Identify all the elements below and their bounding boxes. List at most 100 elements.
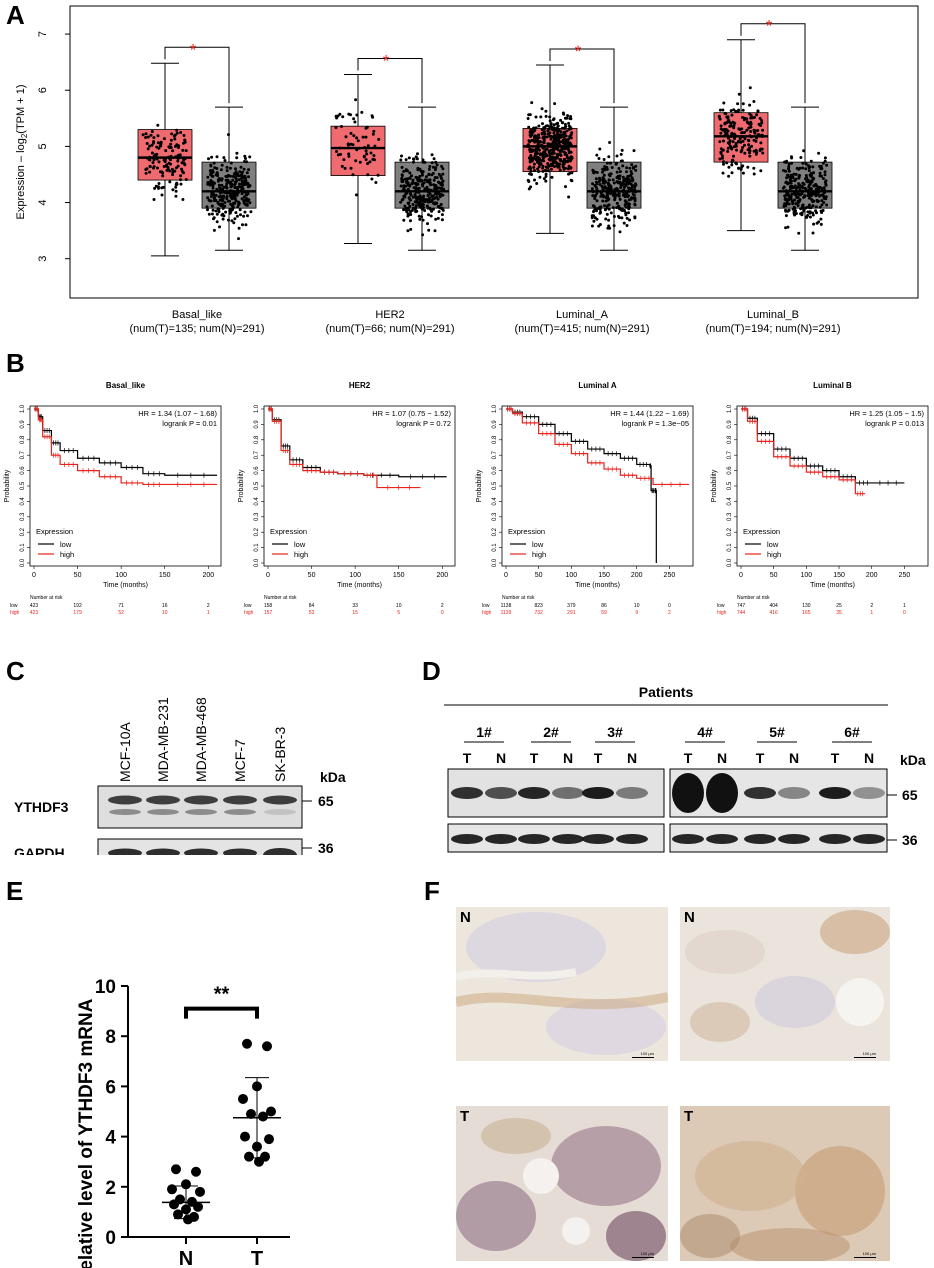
data-point	[340, 125, 343, 128]
y-tick-label: 0.5	[20, 481, 26, 490]
x-tick-label: 0	[266, 572, 270, 579]
data-point	[211, 174, 215, 178]
data-point	[627, 211, 630, 215]
data-point	[537, 165, 541, 169]
data-point	[593, 197, 597, 200]
data-point	[823, 159, 827, 163]
data-point	[740, 131, 744, 135]
data-point	[562, 112, 566, 116]
data-point	[552, 139, 556, 143]
protein-band	[518, 787, 550, 799]
data-point	[183, 139, 187, 142]
data-point	[225, 165, 229, 169]
data-point	[533, 178, 536, 182]
data-point	[590, 224, 594, 228]
data-point	[790, 192, 794, 196]
data-point	[414, 175, 418, 179]
km-frame	[263, 405, 456, 567]
scale-bar-label: 100 μm	[640, 1251, 654, 1256]
data-point	[627, 198, 631, 202]
data-point	[440, 183, 444, 187]
data-point	[218, 225, 221, 229]
data-point	[170, 132, 174, 136]
km-curve-high	[741, 408, 866, 495]
data-point	[557, 136, 561, 140]
data-point	[743, 151, 747, 155]
data-point	[338, 112, 342, 116]
data-point	[425, 204, 429, 208]
tn-label: T	[684, 750, 693, 766]
km-plot: HER2 0.0 0.1 0.2 0.3 0.4 0.5 0.6 0.7 0.8 0.9 1.0 Pro…	[238, 381, 456, 616]
data-point	[598, 183, 602, 186]
risk-count-low: 2	[870, 603, 873, 609]
data-point	[565, 156, 569, 159]
data-point	[221, 198, 225, 202]
data-point	[748, 146, 751, 150]
data-point	[373, 144, 377, 148]
km-curve-high	[34, 408, 217, 486]
data-point	[421, 196, 425, 200]
tn-label: N	[563, 750, 573, 766]
data-point	[824, 182, 828, 186]
data-point	[167, 161, 171, 165]
data-point	[371, 132, 375, 136]
data-point	[369, 151, 373, 155]
data-point	[591, 182, 595, 186]
data-point	[817, 151, 821, 155]
y-tick-label: 8	[105, 1027, 116, 1048]
data-point	[148, 144, 152, 148]
data-point	[150, 130, 154, 133]
data-point	[212, 196, 216, 200]
data-point	[179, 178, 182, 182]
data-point	[430, 209, 434, 213]
data-point	[234, 211, 238, 215]
data-point	[591, 168, 595, 172]
data-point	[786, 225, 790, 229]
risk-row-label: high	[10, 610, 20, 616]
data-point	[761, 128, 765, 132]
data-point	[784, 169, 788, 173]
risk-count-low: 2	[441, 603, 444, 609]
data-point	[427, 228, 431, 232]
tumor-points	[717, 86, 765, 178]
data-point	[800, 192, 804, 196]
data-point	[717, 115, 721, 119]
km-title: HER2	[349, 381, 371, 390]
data-point	[233, 185, 237, 189]
y-tick-label: 0.4	[492, 497, 498, 506]
data-point	[441, 193, 445, 197]
data-point	[821, 193, 824, 197]
data-point	[561, 165, 565, 169]
risk-count-high: 10	[162, 610, 168, 616]
data-point	[721, 171, 725, 175]
data-point	[817, 220, 821, 224]
data-point	[374, 181, 378, 184]
data-point	[426, 222, 429, 226]
km-curve-low	[741, 408, 905, 484]
data-point	[212, 161, 216, 165]
data-point	[407, 156, 411, 160]
data-point	[545, 147, 549, 151]
data-point	[341, 115, 345, 119]
data-point	[173, 1209, 183, 1220]
data-point	[403, 204, 407, 208]
data-point	[419, 205, 423, 209]
data-point	[406, 187, 410, 191]
data-point	[747, 126, 751, 130]
data-point	[566, 167, 570, 171]
data-point	[432, 157, 436, 161]
risk-count-low: 130	[802, 603, 811, 609]
data-point	[544, 124, 548, 128]
data-point	[556, 145, 560, 149]
data-point	[569, 144, 573, 148]
data-point	[607, 207, 611, 211]
data-point	[402, 186, 406, 190]
data-point	[630, 163, 634, 167]
data-point	[150, 151, 154, 155]
data-point	[441, 172, 445, 176]
normal-points	[205, 133, 253, 241]
data-point	[228, 199, 232, 203]
data-point	[808, 165, 812, 169]
data-point	[730, 163, 734, 167]
legend-label-high: high	[60, 550, 74, 559]
